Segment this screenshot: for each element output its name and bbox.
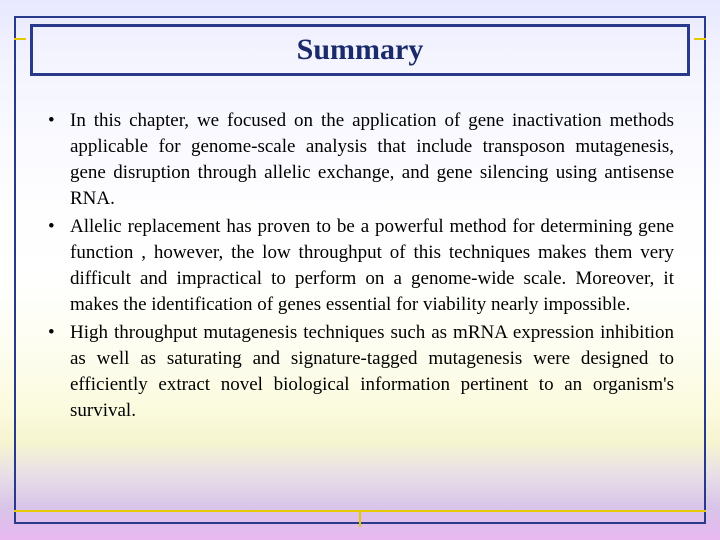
- accent-line: [14, 38, 26, 40]
- bullet-item: • Allelic replacement has proven to be a…: [46, 214, 674, 318]
- bullet-marker: •: [46, 214, 70, 240]
- bullet-text: Allelic replacement has proven to be a p…: [70, 214, 674, 318]
- accent-line: [694, 38, 706, 40]
- accent-line: [14, 510, 26, 512]
- bullet-marker: •: [46, 320, 70, 346]
- bullet-item: • In this chapter, we focused on the app…: [46, 108, 674, 212]
- slide-title: Summary: [297, 33, 424, 67]
- title-box: Summary: [30, 24, 690, 76]
- slide-content: • In this chapter, we focused on the app…: [46, 108, 674, 426]
- bullet-marker: •: [46, 108, 70, 134]
- accent-line: [694, 510, 706, 512]
- bullet-item: • High throughput mutagenesis techniques…: [46, 320, 674, 424]
- bullet-text: In this chapter, we focused on the appli…: [70, 108, 674, 212]
- accent-tick-bottom: [359, 512, 361, 527]
- slide: Summary • In this chapter, we focused on…: [0, 0, 720, 540]
- bullet-text: High throughput mutagenesis techniques s…: [70, 320, 674, 424]
